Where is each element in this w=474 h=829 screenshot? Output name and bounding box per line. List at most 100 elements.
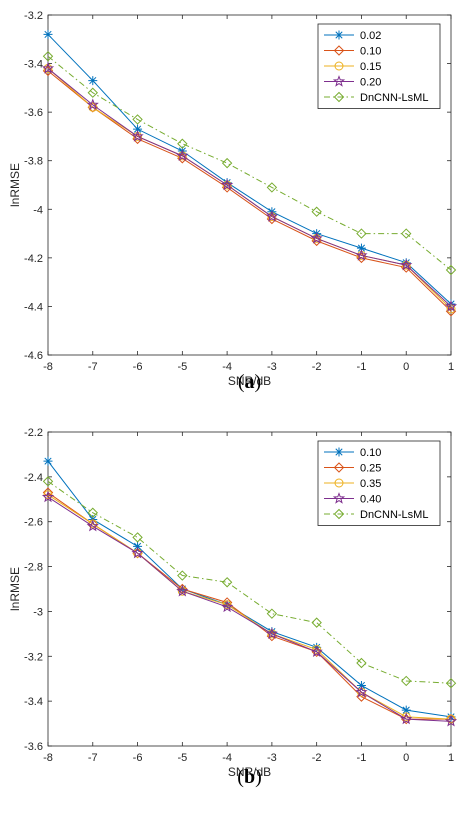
y-tick-label: -3.6 [24,107,43,119]
data-point [221,600,234,613]
legend-label: 0.20 [360,77,381,89]
legend-marker [332,492,346,504]
data-point [401,228,412,239]
data-point [221,182,233,193]
data-point [176,584,189,597]
y-tick-label: -3.2 [24,651,43,663]
data-point [86,519,99,532]
y-tick-label: -4 [33,204,43,216]
legend-marker [333,462,345,473]
x-tick-label: -1 [357,752,367,764]
x-tick-label: -4 [222,752,232,764]
series-3 [41,490,458,727]
legend-label: 0.10 [360,46,381,58]
x-tick-label: -5 [177,752,187,764]
legend: 0.02 0.10 0.15 0.20 DnCNN-LsML [317,23,441,109]
x-tick-label: -2 [312,752,322,764]
data-point [177,570,188,581]
legend-marker [334,61,344,71]
y-tick-label: -3.8 [24,156,43,168]
x-tick-label: -2 [312,361,322,373]
data-point [42,51,54,62]
series-line [47,34,452,305]
series-3 [41,61,458,312]
y-tick-label: -2.4 [24,472,43,484]
data-point [355,685,368,698]
legend-marker [334,447,344,457]
data-point [133,541,143,551]
data-point [87,507,98,518]
data-point [88,76,98,86]
x-tick-label: 0 [403,752,409,764]
legend-label: 0.35 [360,478,381,490]
x-tick-label: -8 [43,752,53,764]
chart-panel-b: -8 -7 -6 -5 -4 -3 -2 -1 0 1 -2.2 -2.4 -2.6 -2.8 -3 -3.2… [8,427,458,788]
y-tick-label: -3.4 [24,696,43,708]
data-point [446,299,456,309]
x-tick-label: 0 [403,361,409,373]
y-tick-label: -2.6 [24,517,43,529]
legend-marker [334,478,344,488]
data-point [43,456,53,466]
data-point [87,87,98,98]
legend-label: 0.15 [360,61,381,73]
series-line [47,480,452,684]
data-point [310,645,323,658]
y-tick-label: -3.2 [24,10,43,22]
series-line [47,68,452,307]
chart-panel-a: -8 -7 -6 -5 -4 -3 -2 -1 0 1 -3.2 -3.4 -3.6 -3.8 -4 -4.2… [8,10,458,393]
data-point [221,157,233,169]
data-point [311,617,322,628]
legend-marker [334,30,344,40]
series-line [47,70,452,312]
y-tick-label: -3.6 [24,741,43,753]
data-point [265,210,278,222]
data-point [444,714,458,727]
x-tick-label: 1 [448,752,454,764]
legend-marker [333,45,345,56]
x-tick-label: 1 [448,361,454,373]
y-tick-label: -3 [33,606,43,618]
data-point [221,178,234,191]
x-tick-label: -6 [133,752,143,764]
data-point [356,243,366,253]
x-tick-label: -6 [133,361,143,373]
series-1 [42,65,457,317]
legend-marker [333,508,345,520]
x-tick-label: -5 [177,361,187,373]
data-point [133,124,143,134]
x-tick-label: -7 [88,361,98,373]
legend-label: 0.25 [360,463,381,475]
legend-label: DnCNN-LsML [360,92,428,104]
series-line [47,496,452,722]
x-tick-label: -8 [43,361,53,373]
data-point [42,476,54,487]
y-tick-label: -4.6 [24,350,43,362]
data-point [355,249,368,261]
data-point [446,304,456,314]
data-point [266,182,278,193]
data-point [401,262,412,273]
data-point [132,532,143,543]
data-point [176,149,189,162]
legend-label: 0.40 [360,494,381,506]
series-line [47,460,452,718]
y-tick-label: -4.4 [24,301,43,313]
y-tick-label: -2.8 [24,562,43,574]
data-point [42,65,54,77]
data-point [401,675,412,687]
legend-label: 0.02 [360,30,381,42]
data-point [356,228,367,239]
data-point [311,206,322,217]
y-axis-label: lnRMSE [8,163,22,207]
x-axis-label: SNR/dB [228,765,271,779]
data-point [400,712,413,725]
legend-marker [333,91,345,103]
series-line [47,494,452,720]
legend: 0.10 0.25 0.35 0.40 DnCNN-LsML [317,440,441,526]
legend-label: DnCNN-LsML [360,509,428,521]
data-point [356,680,366,690]
data-point [401,705,411,715]
data-point [43,29,53,39]
x-tick-label: -3 [267,361,277,373]
